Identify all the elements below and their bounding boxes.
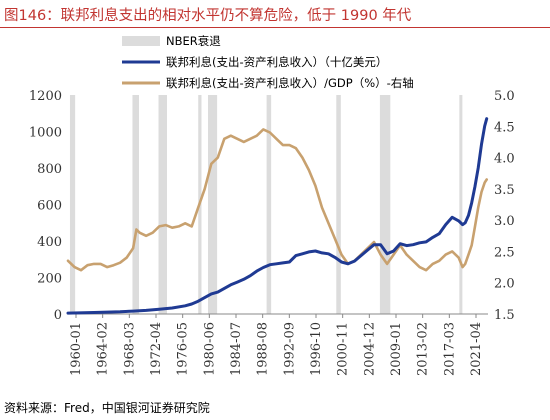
axes: 0 200 400 600 800 1000 1200 1.5 2.0 2.5 3.0 3.5 4.0 4…	[29, 89, 515, 376]
legend-swatch-recession	[122, 36, 160, 46]
y-right-tick-6: 4.5	[494, 120, 515, 135]
y-left-tick-5: 1000	[29, 126, 62, 141]
x-tick-label-6: 1984-07	[229, 322, 244, 376]
y-left-tick-0: 0	[54, 308, 62, 323]
x-tick-label-10: 2000-11	[336, 322, 351, 376]
x-tick-label-4: 1976-05	[176, 322, 191, 376]
recession-band-2	[158, 95, 167, 314]
x-tick-label-7: 1988-08	[256, 322, 271, 376]
x-tick-label-11: 2004-12	[362, 322, 377, 376]
legend-label-interest-gdp: 联邦利息(支出-资产利息收入）/GDP（%）-右轴	[166, 76, 414, 90]
series-lines	[66, 117, 489, 315]
y-right-tick-7: 5.0	[494, 89, 515, 104]
series-line-interest-gdp	[66, 128, 488, 272]
y-right-tick-5: 4.0	[494, 152, 515, 167]
x-tick-label-15: 2021-04	[469, 322, 484, 376]
legend: NBER衰退 联邦利息(支出-资产利息收入）（十亿美元） 联邦利息(支出-资产利…	[122, 34, 414, 90]
source-note: 资料来源：Fred，中国银河证券研究院	[4, 401, 210, 415]
x-tick-label-0: 1960-01	[69, 322, 84, 376]
x-tick-label-9: 1996-10	[309, 322, 324, 376]
legend-label-recession: NBER衰退	[166, 34, 221, 48]
x-tick-label-8: 1992-09	[282, 322, 297, 376]
y-right-tick-2: 2.5	[494, 245, 515, 260]
chart-canvas: 0 200 400 600 800 1000 1200 1.5 2.0 2.5 3.0 3.5 4.0 4…	[29, 34, 515, 376]
x-tick-label-14: 2017-03	[442, 322, 457, 376]
x-tick-label-2: 1968-03	[122, 322, 137, 376]
y-left-tick-3: 600	[37, 199, 62, 214]
recession-band-0	[69, 95, 76, 314]
x-tick-label-12: 2009-01	[389, 322, 404, 376]
recession-band-1	[132, 95, 139, 314]
recession-band-4	[208, 95, 218, 314]
recession-band-8	[459, 95, 463, 314]
x-tick-label-5: 1980-06	[202, 322, 217, 376]
title-rule	[0, 27, 550, 28]
recession-band-7	[379, 95, 391, 314]
y-right-tick-0: 1.5	[494, 308, 515, 323]
recession-band-6	[336, 95, 341, 314]
x-tick-label-3: 1972-04	[149, 322, 164, 376]
legend-label-interest-usd: 联邦利息(支出-资产利息收入）（十亿美元）	[166, 55, 387, 69]
y-right-tick-3: 3.0	[494, 214, 515, 229]
y-right-tick-4: 3.5	[494, 183, 515, 198]
y-left-tick-6: 1200	[29, 89, 62, 104]
y-left-tick-1: 200	[37, 272, 62, 287]
series-line-interest-usd	[66, 117, 489, 315]
x-tick-label-1: 1964-02	[96, 322, 111, 376]
y-right-tick-1: 2.0	[494, 277, 515, 292]
recession-band-5	[266, 95, 272, 314]
y-left-tick-2: 400	[37, 235, 62, 250]
x-tick-label-13: 2013-02	[416, 322, 431, 376]
figure-title: 图146：联邦利息支出的相对水平仍不算危险，低于 1990 年代	[4, 8, 412, 24]
y-left-tick-4: 800	[37, 162, 62, 177]
recession-bands	[69, 95, 463, 314]
